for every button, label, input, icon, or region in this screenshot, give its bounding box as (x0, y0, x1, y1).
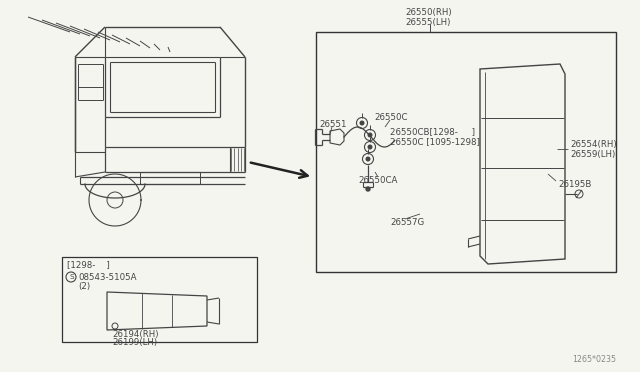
Bar (62, 257, 257, 342)
Text: 08543-5105A: 08543-5105A (78, 273, 136, 282)
Text: 26195B: 26195B (558, 180, 591, 189)
Text: 26557G: 26557G (390, 218, 424, 227)
Text: 26550CB[1298-     ]: 26550CB[1298- ] (390, 128, 475, 137)
Text: 26550C: 26550C (374, 112, 408, 122)
Circle shape (366, 187, 370, 191)
Text: 26551: 26551 (319, 119, 346, 128)
Text: 26559(LH): 26559(LH) (570, 150, 615, 158)
Text: 26555(LH): 26555(LH) (405, 17, 451, 26)
Text: 26550(RH): 26550(RH) (405, 7, 452, 16)
Text: S: S (69, 274, 74, 280)
Bar (316, 32, 616, 272)
Circle shape (368, 133, 372, 137)
Circle shape (366, 157, 370, 161)
Text: 26194(RH): 26194(RH) (112, 330, 159, 339)
Text: 1265*0235: 1265*0235 (572, 356, 616, 365)
Text: 26199(LH): 26199(LH) (112, 337, 157, 346)
Circle shape (368, 145, 372, 149)
Circle shape (360, 121, 364, 125)
Text: 26554(RH): 26554(RH) (570, 140, 616, 148)
Text: 26550C [1095-1298]: 26550C [1095-1298] (390, 138, 480, 147)
Text: 26550CA: 26550CA (358, 176, 397, 185)
Text: (2): (2) (78, 282, 90, 292)
Text: [1298-    ]: [1298- ] (67, 260, 109, 269)
